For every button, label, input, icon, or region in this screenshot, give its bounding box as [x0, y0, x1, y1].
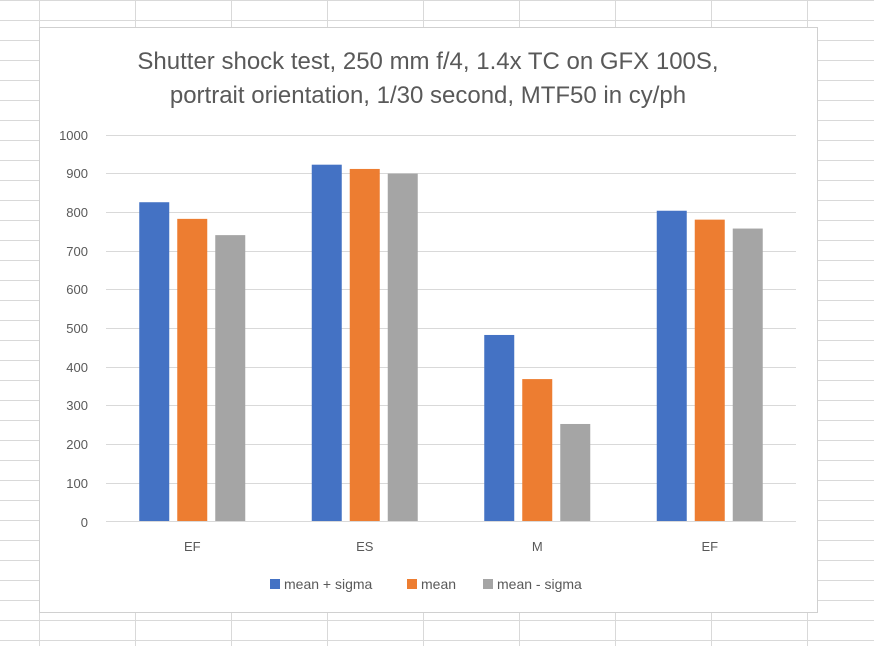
x-category-label: ES [356, 539, 374, 554]
y-tick-label: 900 [66, 166, 88, 181]
legend-label: mean + sigma [284, 576, 373, 592]
bar [694, 219, 725, 522]
bar [349, 168, 380, 522]
bar [484, 334, 515, 522]
chart-title-line-1: Shutter shock test, 250 mm f/4, 1.4x TC … [137, 48, 718, 75]
bar [387, 173, 418, 522]
chart-title-line-2: portrait orientation, 1/30 second, MTF50… [170, 82, 686, 109]
y-tick-label: 400 [66, 360, 88, 375]
x-category-label: EF [184, 539, 201, 554]
legend-label: mean [421, 576, 456, 592]
x-axis-categories: EF ES M EF [184, 539, 718, 554]
y-tick-label: 500 [66, 321, 88, 336]
y-tick-label: 800 [66, 205, 88, 220]
y-axis-ticks: 0 100 200 300 400 500 600 700 800 900 1000 [59, 128, 88, 530]
gridlines [106, 135, 796, 484]
y-tick-label: 100 [66, 476, 88, 491]
x-category-label: EF [701, 539, 718, 554]
bar [215, 235, 246, 522]
legend-swatch [407, 579, 417, 589]
legend-swatch [483, 579, 493, 589]
bar [522, 379, 553, 522]
y-tick-label: 1000 [59, 128, 88, 143]
bar [732, 228, 763, 522]
legend-swatch [270, 579, 280, 589]
x-category-label: M [532, 539, 543, 554]
bars [139, 164, 763, 522]
bar [177, 218, 208, 522]
bar [560, 423, 591, 522]
bar [656, 210, 687, 522]
bar [311, 164, 342, 522]
y-tick-label: 300 [66, 398, 88, 413]
y-tick-label: 200 [66, 437, 88, 452]
legend-label: mean - sigma [497, 576, 582, 592]
y-tick-label: 600 [66, 282, 88, 297]
bar [139, 202, 170, 522]
y-tick-label: 700 [66, 244, 88, 259]
y-tick-label: 0 [81, 515, 88, 530]
legend: mean + sigma mean mean - sigma [270, 576, 582, 592]
